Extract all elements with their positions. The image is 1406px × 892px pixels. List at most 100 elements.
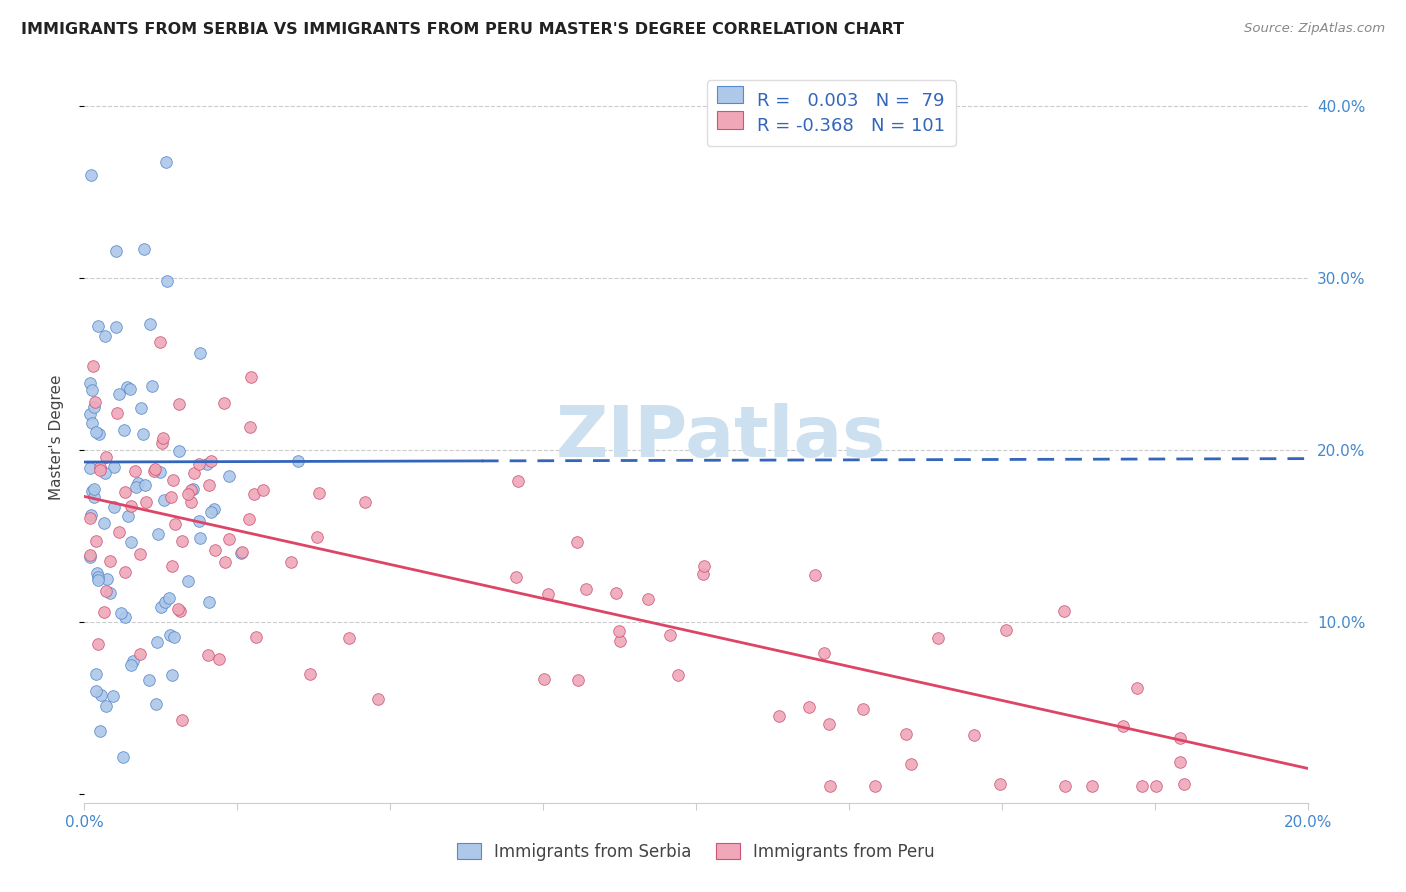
- Point: [565, 535, 588, 549]
- Text: IMMIGRANTS FROM SERBIA VS IMMIGRANTS FROM PERU MASTER'S DEGREE CORRELATION CHART: IMMIGRANTS FROM SERBIA VS IMMIGRANTS FRO…: [21, 22, 904, 37]
- Point: [82, 359, 104, 373]
- Point: [172, 533, 194, 548]
- Point: [508, 474, 530, 488]
- Point: [114, 484, 136, 499]
- Point: [108, 524, 131, 539]
- Point: [818, 779, 841, 793]
- Point: [1130, 779, 1153, 793]
- Point: [84, 395, 107, 409]
- Point: [98, 554, 121, 568]
- Point: [114, 565, 136, 579]
- Point: [105, 319, 128, 334]
- Point: [214, 555, 236, 569]
- Point: [208, 652, 231, 666]
- Point: [145, 697, 167, 711]
- Point: [894, 727, 917, 741]
- Point: [79, 407, 101, 421]
- Point: [89, 723, 111, 738]
- Point: [239, 420, 262, 434]
- Point: [176, 574, 198, 589]
- Point: [122, 654, 145, 668]
- Point: [149, 465, 172, 479]
- Point: [768, 708, 790, 723]
- Point: [107, 406, 129, 420]
- Point: [87, 319, 110, 334]
- Point: [1168, 755, 1191, 769]
- Point: [120, 658, 142, 673]
- Point: [79, 511, 101, 525]
- Point: [505, 570, 527, 584]
- Point: [96, 583, 118, 598]
- Point: [89, 459, 111, 474]
- Point: [666, 667, 689, 681]
- Point: [86, 425, 108, 439]
- Point: [152, 432, 174, 446]
- Point: [252, 483, 274, 497]
- Point: [124, 464, 146, 478]
- Point: [200, 505, 222, 519]
- Text: ZIPatlas: ZIPatlas: [555, 402, 886, 472]
- Point: [138, 317, 160, 331]
- Point: [80, 168, 103, 182]
- Point: [240, 369, 263, 384]
- Point: [135, 495, 157, 509]
- Point: [167, 602, 190, 616]
- Point: [159, 591, 181, 605]
- Point: [160, 558, 183, 573]
- Point: [162, 474, 184, 488]
- Point: [195, 458, 218, 472]
- Point: [1168, 731, 1191, 746]
- Point: [200, 453, 222, 467]
- Point: [117, 508, 139, 523]
- Point: [134, 477, 156, 491]
- Point: [299, 667, 322, 681]
- Point: [131, 427, 153, 442]
- Point: [183, 466, 205, 480]
- Point: [84, 667, 107, 681]
- Point: [96, 572, 118, 586]
- Point: [94, 450, 117, 465]
- Point: [90, 689, 112, 703]
- Point: [852, 702, 875, 716]
- Point: [83, 401, 105, 415]
- Point: [198, 595, 221, 609]
- Point: [87, 570, 110, 584]
- Point: [1173, 777, 1195, 791]
- Point: [79, 461, 101, 475]
- Point: [658, 628, 681, 642]
- Point: [82, 417, 104, 431]
- Point: [89, 463, 111, 477]
- Point: [127, 476, 149, 491]
- Point: [367, 692, 389, 706]
- Point: [245, 630, 267, 644]
- Point: [115, 380, 138, 394]
- Point: [120, 535, 142, 549]
- Point: [692, 566, 714, 581]
- Point: [202, 502, 225, 516]
- Point: [797, 699, 820, 714]
- Point: [308, 486, 330, 500]
- Point: [153, 595, 176, 609]
- Point: [148, 526, 170, 541]
- Point: [114, 610, 136, 624]
- Point: [84, 533, 107, 548]
- Point: [607, 624, 630, 639]
- Point: [132, 242, 155, 256]
- Point: [169, 604, 191, 618]
- Legend: Immigrants from Serbia, Immigrants from Peru: Immigrants from Serbia, Immigrants from …: [451, 837, 941, 868]
- Point: [287, 454, 309, 468]
- Point: [141, 379, 163, 393]
- Point: [160, 490, 183, 504]
- Point: [153, 492, 176, 507]
- Point: [609, 634, 631, 648]
- Point: [103, 460, 125, 475]
- Point: [167, 443, 190, 458]
- Point: [238, 511, 260, 525]
- Y-axis label: Master's Degree: Master's Degree: [49, 375, 63, 500]
- Point: [963, 728, 986, 742]
- Point: [163, 630, 186, 644]
- Point: [172, 713, 194, 727]
- Point: [212, 396, 235, 410]
- Point: [1080, 779, 1102, 793]
- Point: [180, 483, 202, 497]
